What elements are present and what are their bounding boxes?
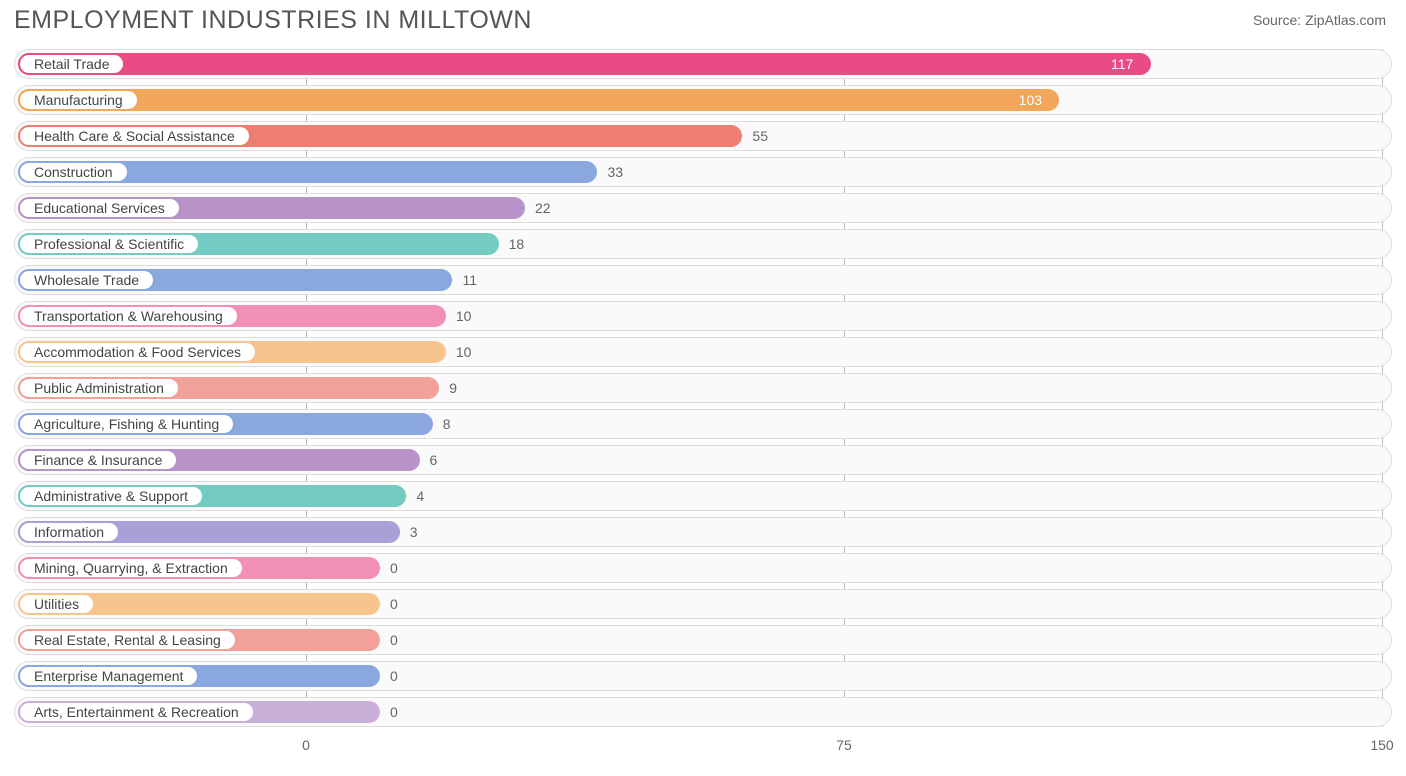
bar-row: Transportation & Warehousing 10	[14, 301, 1392, 331]
x-tick: 0	[302, 737, 310, 753]
bar-value: 6	[430, 446, 438, 474]
bar-row: Arts, Entertainment & Recreation 0	[14, 697, 1392, 727]
bar-row: Real Estate, Rental & Leasing 0	[14, 625, 1392, 655]
bar-value: 0	[390, 554, 398, 582]
bar-label-pill: Health Care & Social Assistance	[18, 125, 251, 147]
bar-value: 103	[1019, 86, 1042, 114]
bar-row: Health Care & Social Assistance 55	[14, 121, 1392, 151]
bar-row: Professional & Scientific 18	[14, 229, 1392, 259]
bar-row: Educational Services 22	[14, 193, 1392, 223]
bar-value: 0	[390, 662, 398, 690]
bar-label-pill: Wholesale Trade	[18, 269, 155, 291]
plot-area: Retail Trade117Manufacturing103Health Ca…	[14, 49, 1392, 727]
bar-row: Enterprise Management 0	[14, 661, 1392, 691]
bar-label-pill: Finance & Insurance	[18, 449, 178, 471]
bar-row: Construction 33	[14, 157, 1392, 187]
chart-container: Retail Trade117Manufacturing103Health Ca…	[14, 49, 1392, 755]
bar-value: 4	[416, 482, 424, 510]
x-axis: 0 75 150	[14, 733, 1392, 755]
bar-row: Retail Trade 117	[14, 49, 1392, 79]
bar-label-pill: Arts, Entertainment & Recreation	[18, 701, 255, 723]
bar-label-pill: Enterprise Management	[18, 665, 199, 687]
bar-row: Utilities 0	[14, 589, 1392, 619]
bar-label-pill: Real Estate, Rental & Leasing	[18, 629, 237, 651]
bar-label-pill: Agriculture, Fishing & Hunting	[18, 413, 235, 435]
bar-label-pill: Administrative & Support	[18, 485, 204, 507]
bar-value: 10	[456, 302, 472, 330]
bar-value: 8	[443, 410, 451, 438]
bar-value: 55	[752, 122, 768, 150]
bar-value: 11	[462, 266, 477, 294]
bar-row: Administrative & Support 4	[14, 481, 1392, 511]
bar-label-pill: Information	[18, 521, 120, 543]
bar-row: Wholesale Trade 11	[14, 265, 1392, 295]
bar-value: 9	[449, 374, 457, 402]
bar-value: 10	[456, 338, 472, 366]
bar-row: Accommodation & Food Services 10	[14, 337, 1392, 367]
bar-value: 18	[509, 230, 525, 258]
bar-row: Finance & Insurance 6	[14, 445, 1392, 475]
bar-label-pill: Transportation & Warehousing	[18, 305, 239, 327]
bar-label-pill: Public Administration	[18, 377, 180, 399]
bar-label-pill: Mining, Quarrying, & Extraction	[18, 557, 244, 579]
bar-label-pill: Professional & Scientific	[18, 233, 200, 255]
chart-title: EMPLOYMENT INDUSTRIES IN MILLTOWN	[14, 6, 532, 35]
bar-label-pill: Construction	[18, 161, 129, 183]
x-tick: 75	[836, 737, 852, 753]
bar-row: Public Administration 9	[14, 373, 1392, 403]
bar-value: 3	[410, 518, 418, 546]
bar-label-pill: Educational Services	[18, 197, 181, 219]
bar-fill	[18, 89, 1059, 111]
bar-fill	[18, 53, 1151, 75]
source-attribution: Source: ZipAtlas.com	[1253, 12, 1386, 28]
bar-value: 117	[1111, 50, 1133, 78]
bar-value: 33	[607, 158, 623, 186]
bar-label-pill: Utilities	[18, 593, 95, 615]
bar-value: 22	[535, 194, 551, 222]
bar-label-pill: Retail Trade	[18, 53, 125, 75]
x-tick: 150	[1370, 737, 1393, 753]
bar-value: 0	[390, 698, 398, 726]
bar-row: Agriculture, Fishing & Hunting 8	[14, 409, 1392, 439]
bar-value: 0	[390, 590, 398, 618]
bar-row: Information 3	[14, 517, 1392, 547]
bar-label-pill: Accommodation & Food Services	[18, 341, 257, 363]
header: EMPLOYMENT INDUSTRIES IN MILLTOWN Source…	[0, 0, 1406, 35]
bar-row: Mining, Quarrying, & Extraction 0	[14, 553, 1392, 583]
bar-value: 0	[390, 626, 398, 654]
bar-row: Manufacturing 103	[14, 85, 1392, 115]
bar-label-pill: Manufacturing	[18, 89, 139, 111]
